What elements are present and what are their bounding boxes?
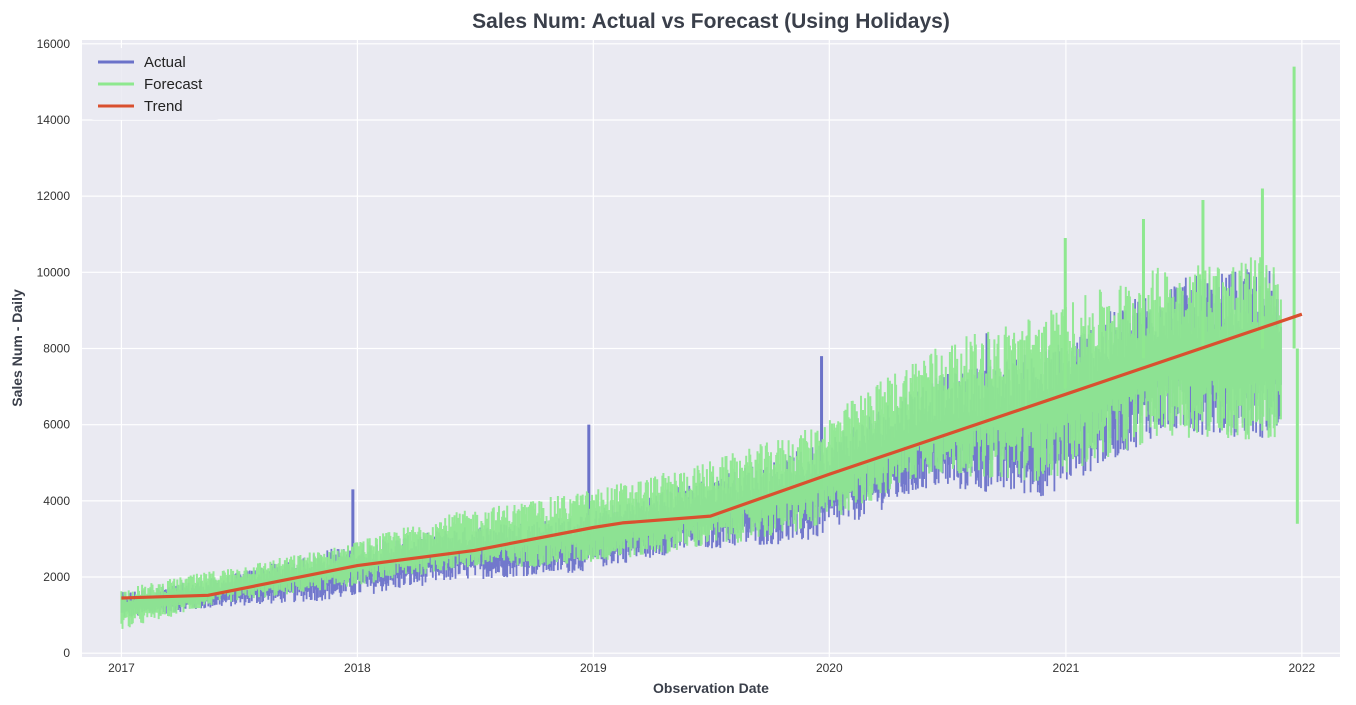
legend-box (90, 48, 220, 120)
y-axis-label: Sales Num - Daily (9, 289, 25, 407)
x-axis-label: Observation Date (653, 680, 769, 696)
y-tick-label: 6000 (43, 418, 70, 432)
x-tick-label: 2018 (344, 661, 371, 675)
y-tick-label: 12000 (37, 189, 71, 203)
trend-layer (121, 312, 1303, 600)
chart-title: Sales Num: Actual vs Forecast (Using Hol… (472, 10, 950, 33)
y-tick-label: 16000 (37, 37, 71, 51)
x-tick-label: 2021 (1053, 661, 1080, 675)
x-tick-label: 2022 (1289, 661, 1316, 675)
y-tick-label: 2000 (43, 570, 70, 584)
legend-label-actual: Actual (144, 54, 186, 71)
tick-layer: 0 2000 4000 6000 8000 10000 12000 14000 16000 201… (37, 37, 1316, 675)
trend-line (121, 312, 1303, 600)
x-tick-label: 2020 (816, 661, 843, 675)
legend-label-trend: Trend (144, 98, 183, 115)
legend: Actual Forecast Trend (90, 48, 220, 120)
y-tick-label: 0 (63, 646, 70, 660)
y-tick-label: 4000 (43, 494, 70, 508)
legend-label-forecast: Forecast (144, 76, 203, 93)
x-tick-label: 2017 (108, 661, 135, 675)
y-tick-label: 8000 (43, 342, 70, 356)
x-tick-label: 2019 (580, 661, 607, 675)
y-tick-label: 14000 (37, 113, 71, 127)
y-tick-label: 10000 (37, 265, 71, 279)
